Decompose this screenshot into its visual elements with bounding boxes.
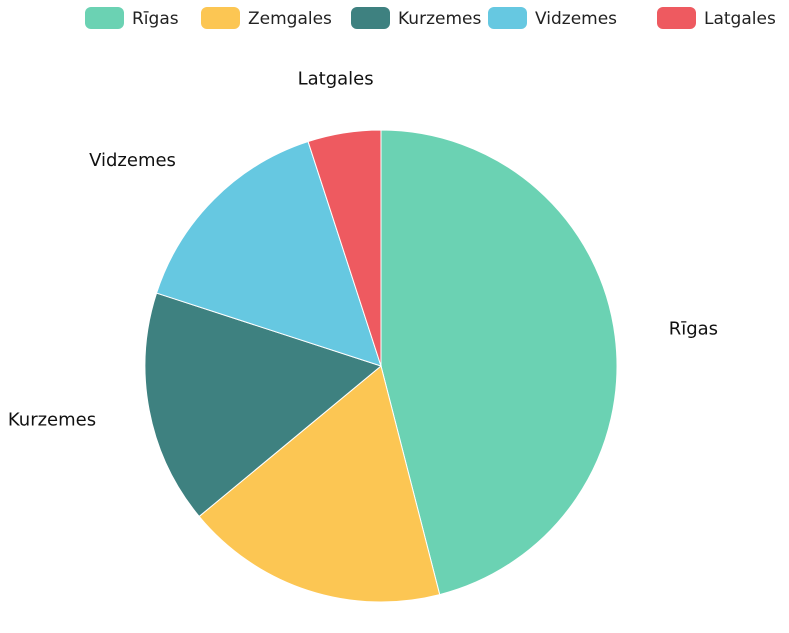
pie-slice-zemgales[interactable] (198, 365, 441, 603)
legend-swatch-kurzemes (351, 7, 390, 29)
legend-label-latgales: Latgales (704, 9, 776, 29)
legend-label-zemgales: Zemgales (248, 9, 332, 29)
legend-swatch-latgales (657, 7, 696, 29)
legend-swatch-vidzemes (488, 7, 527, 29)
legend-swatch-zemgales (201, 7, 240, 29)
legend-swatch-rigas (85, 7, 124, 29)
legend-item-latgales[interactable]: Latgales (657, 7, 776, 29)
pie-slice-latgales[interactable] (307, 129, 382, 367)
legend-label-kurzemes: Kurzemes (398, 9, 481, 29)
legend-item-zemgales[interactable]: Zemgales (201, 7, 332, 29)
slice-label-rigas: Rīgas (669, 319, 718, 340)
pie-slices (144, 129, 618, 603)
chart-legend[interactable]: Rīgas Zemgales Kurzemes Vidzemes Latgales (85, 7, 776, 29)
pie-slice-rigas[interactable] (380, 129, 618, 596)
legend-label-rigas: Rīgas (132, 9, 179, 29)
legend-item-vidzemes[interactable]: Vidzemes (488, 7, 617, 29)
slice-label-kurzemes: Kurzemes (8, 409, 96, 430)
slice-label-latgales: Latgales (298, 69, 374, 90)
legend-item-rigas[interactable]: Rīgas (85, 7, 179, 29)
pie-slice-vidzemes[interactable] (155, 140, 382, 367)
legend-item-kurzemes[interactable]: Kurzemes (351, 7, 481, 29)
legend-label-vidzemes: Vidzemes (535, 9, 617, 29)
pie-slice-kurzemes[interactable] (144, 292, 383, 518)
slice-label-zemgales: Zemgales (203, 631, 292, 633)
pie-labels: Rīgas Zemgales Kurzemes Vidzemes Latgales (8, 69, 718, 633)
slice-label-vidzemes: Vidzemes (89, 150, 176, 171)
